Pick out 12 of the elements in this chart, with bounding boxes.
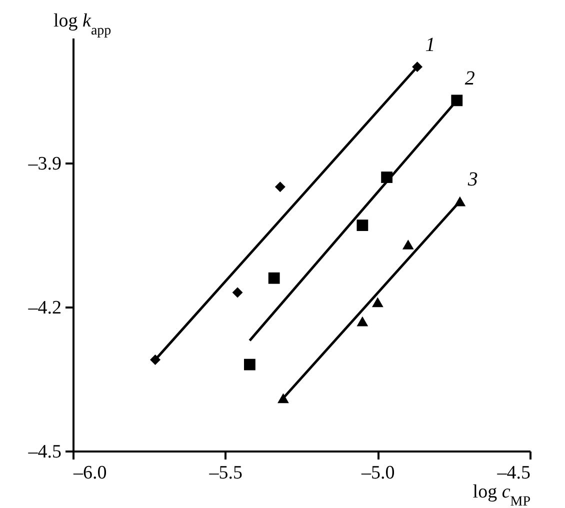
series-label: 2 [464,67,475,90]
y-axis-title: log k$_{app}$ [54,10,112,38]
x-tick-label: –5.5 [208,462,242,484]
x-tick-label: –4.5 [496,462,530,484]
y-tick-label: –4.5 [27,442,62,462]
x-tick-label: –6.0 [72,462,107,484]
series-label: 3 [466,168,478,190]
y-tick-label: –4.2 [27,297,62,318]
x-tick-label: –5.0 [360,462,395,484]
y-tick-label: –3.9 [27,153,62,174]
x-axis-title: log c$_{MP}$ [472,482,531,508]
series-label: 1 [425,34,436,56]
